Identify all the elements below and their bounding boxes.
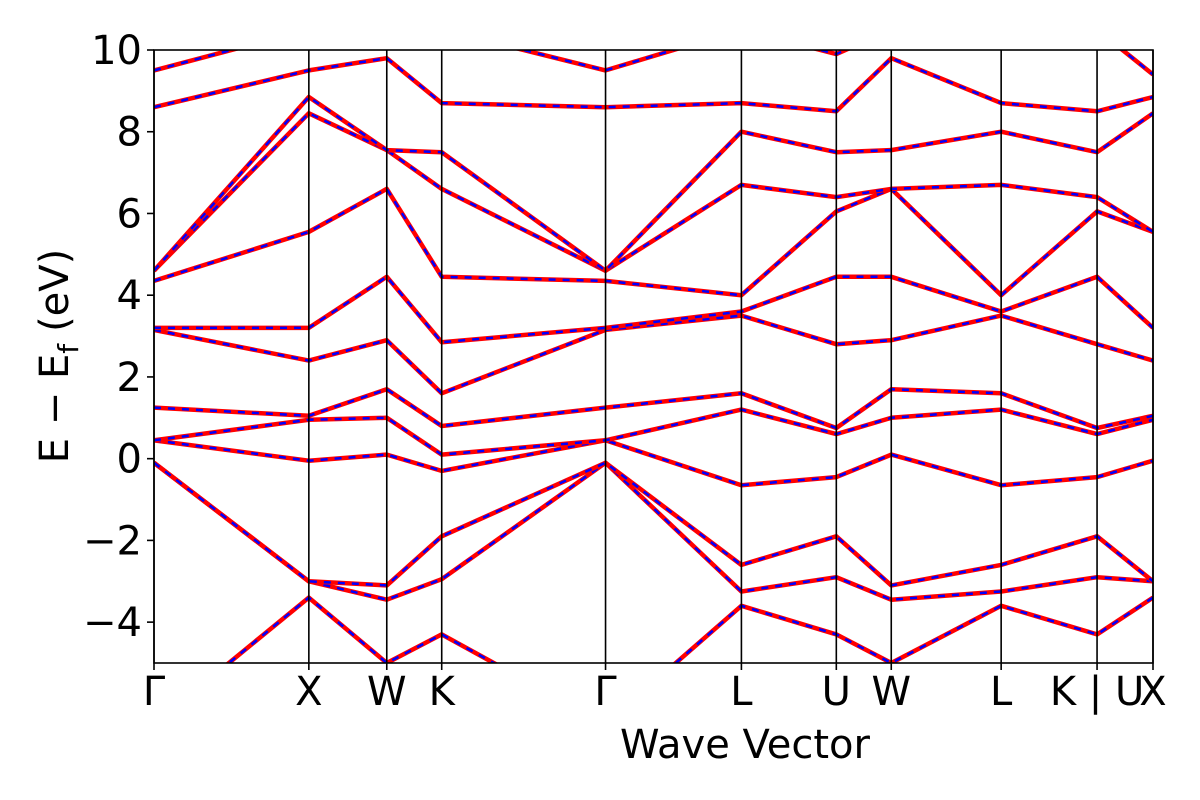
x-tick-label: K <box>429 669 457 715</box>
x-tick-label: Γ <box>594 669 617 715</box>
x-axis-label: Wave Vector <box>620 722 871 768</box>
band-line <box>154 111 1153 273</box>
x-tick-label: L <box>730 669 753 715</box>
y-axis-label: E − Ef (eV) <box>32 249 85 464</box>
band-line-dashed <box>154 50 1153 76</box>
x-tick-label: X <box>295 669 322 715</box>
band-line <box>154 50 1153 77</box>
band-line-dashed <box>154 461 1153 587</box>
plot-frame <box>153 49 1154 664</box>
x-tick-label: W <box>871 669 911 715</box>
x-tick-label: Γ <box>143 669 166 715</box>
x-tick-label: W <box>367 669 407 715</box>
y-axis-label-main: E − E <box>32 354 78 464</box>
y-tick-label: 10 <box>91 28 142 74</box>
y-axis-label-sub: f <box>52 343 85 354</box>
y-tick-label: −2 <box>83 518 142 564</box>
band-line-dashed <box>154 95 1153 273</box>
y-tick-label: −4 <box>83 600 142 646</box>
band-line <box>154 460 1153 588</box>
y-tick-label: 0 <box>117 437 142 483</box>
x-tick-label: L <box>990 669 1013 715</box>
x-tick-label: U <box>822 669 851 715</box>
x-tick-label: X <box>1139 669 1166 715</box>
y-tick-label: 2 <box>117 355 142 401</box>
band-line-dashed <box>154 314 1153 395</box>
y-tick-label: 8 <box>117 110 142 156</box>
y-axis-label-unit: (eV) <box>32 249 78 332</box>
band-line-dashed <box>154 111 1153 273</box>
bands <box>154 50 1153 663</box>
band-line-dashed <box>154 439 1153 487</box>
x-tick-label: K | U <box>1050 669 1144 715</box>
y-tick-label: 6 <box>117 191 142 237</box>
y-tick-label: 4 <box>117 273 142 319</box>
band-line-dashed <box>154 187 1153 297</box>
band-line <box>154 438 1153 488</box>
